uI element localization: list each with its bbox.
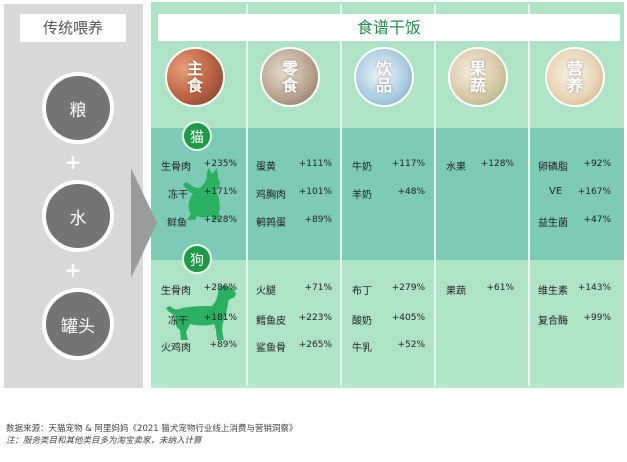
category-label: 果蔬 (469, 59, 486, 95)
plus-sign: + (64, 150, 82, 174)
dog-item-name: 鲨鱼骨 (256, 343, 286, 354)
food-label: 粮 (69, 100, 87, 121)
cat-item-growth: +101% (298, 187, 332, 197)
dog-item-growth: +181% (203, 313, 237, 323)
cat-item-name: 水果 (446, 162, 466, 173)
cat-item-name: 鹌鹑蛋 (256, 218, 286, 229)
dog-item-growth: +279% (391, 283, 425, 293)
plus-sign: + (64, 258, 82, 282)
dog-item-growth: +223% (298, 313, 332, 323)
cat-item-name: 蛋黄 (256, 162, 276, 173)
column-divider (528, 4, 530, 386)
dog-item-growth: +99% (583, 313, 611, 323)
data-source-note: 数据来源：天猫宠物 & 阿里妈妈《2021 猫犬宠物行业线上消费与营销洞察》 (6, 424, 298, 434)
water-label: 水 (69, 208, 87, 229)
cat-item-name: 卵磷脂 (538, 162, 568, 173)
dog-item-name: 布丁 (352, 286, 372, 297)
cat-item-growth: +235% (203, 159, 237, 169)
cat-section-band (151, 128, 624, 260)
column-divider (340, 4, 342, 386)
cat-item-growth: +92% (583, 159, 611, 169)
dog-item-growth: +286% (203, 283, 237, 293)
cat-silhouette-icon (183, 168, 221, 220)
arrow-right-icon (131, 168, 157, 278)
category-fruits-vegetables: 果蔬 (448, 47, 508, 107)
dog-item-name: 酸奶 (352, 316, 372, 327)
cat-item-growth: +167% (577, 187, 611, 197)
cat-item-growth: +228% (203, 215, 237, 225)
cat-item-name: 冻干 (168, 190, 188, 201)
dog-section-band (151, 260, 624, 384)
dog-item-growth: +143% (577, 283, 611, 293)
column-divider (246, 4, 248, 386)
can-circle: 罐头 (42, 288, 114, 360)
category-label: 零食 (281, 59, 298, 95)
dog-item-name: 鳕鱼皮 (256, 316, 286, 327)
cat-item-name: 牛奶 (352, 162, 372, 173)
food-circle: 粮 (42, 72, 114, 144)
category-drinks: 饮品 (354, 47, 414, 107)
category-label: 饮品 (375, 59, 392, 95)
cat-item-name: 鸡胸肉 (256, 190, 286, 201)
traditional-feeding-title: 传统喂养 (20, 14, 126, 42)
dog-item-name: 牛乳 (352, 343, 372, 354)
category-staple-food: 主食 (165, 47, 225, 107)
cat-badge: 猫 (182, 121, 212, 151)
cat-item-name: VE (549, 186, 563, 197)
dog-item-growth: +89% (209, 340, 237, 350)
dog-badge: 狗 (182, 244, 212, 274)
dog-item-growth: +61% (486, 283, 514, 293)
exclusion-note: 注：服务类目和其他类目多为淘宝卖家，未纳入计算 (6, 436, 202, 446)
cat-item-growth: +128% (480, 159, 514, 169)
dog-silhouette-icon (166, 285, 236, 340)
cat-item-growth: +171% (203, 187, 237, 197)
dog-item-name: 维生素 (538, 286, 568, 297)
dog-item-name: 果蔬 (446, 286, 466, 297)
dog-item-name: 冻干 (168, 316, 188, 327)
column-divider (434, 4, 436, 386)
dog-item-growth: +265% (298, 340, 332, 350)
dog-item-growth: +71% (304, 283, 332, 293)
cat-item-growth: +48% (397, 187, 425, 197)
category-nutrition: 营养 (545, 47, 605, 107)
cat-item-name: 生骨肉 (161, 162, 191, 173)
cat-item-growth: +111% (298, 159, 332, 169)
dog-item-growth: +405% (391, 313, 425, 323)
dog-item-name: 火鸡肉 (161, 343, 191, 354)
cat-item-name: 羊奶 (352, 190, 372, 201)
cat-item-growth: +47% (583, 215, 611, 225)
recipe-title: 食谱干饭 (158, 14, 620, 41)
dog-item-name: 生骨肉 (161, 286, 191, 297)
cat-item-name: 鲜鱼 (167, 218, 187, 229)
dog-item-growth: +52% (397, 340, 425, 350)
category-label: 营养 (566, 59, 583, 95)
category-label: 主食 (186, 59, 203, 95)
dog-item-name: 复合酶 (538, 316, 568, 327)
cat-item-growth: +117% (391, 159, 425, 169)
water-circle: 水 (42, 180, 114, 252)
dog-item-name: 火腿 (256, 286, 276, 297)
can-label: 罐头 (61, 316, 95, 337)
category-snacks: 零食 (260, 47, 320, 107)
cat-item-growth: +89% (304, 215, 332, 225)
cat-item-name: 益生菌 (538, 218, 568, 229)
